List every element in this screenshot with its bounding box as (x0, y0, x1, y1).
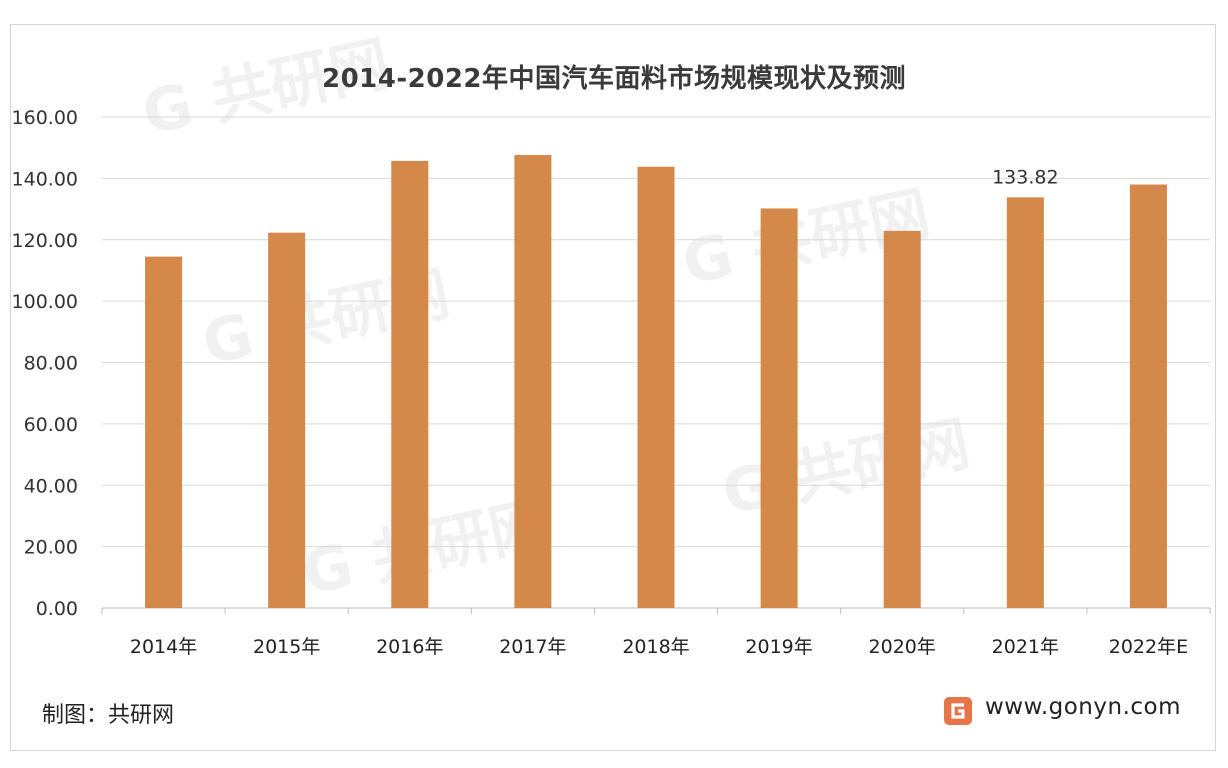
x-tick-label: 2017年 (499, 636, 566, 658)
y-tick-label: 100.00 (12, 291, 78, 313)
data-label: 133.82 (992, 166, 1058, 188)
x-tick-label: 2014年 (130, 636, 197, 658)
x-tick-label: 2021年 (992, 636, 1059, 658)
bar (268, 232, 306, 608)
y-tick-label: 80.00 (24, 353, 78, 375)
x-tick-label: 2015年 (253, 636, 320, 658)
x-tick-label: 2016年 (376, 636, 443, 658)
bar (883, 230, 921, 608)
x-tick-label: 2020年 (869, 636, 936, 658)
bar (1129, 184, 1167, 608)
bar (637, 166, 675, 608)
bar (514, 155, 552, 609)
chart-title: 2014-2022年中国汽车面料市场规模现状及预测 (321, 64, 907, 94)
x-tick-label: 2019年 (745, 636, 812, 658)
y-tick-label: 160.00 (12, 107, 78, 129)
x-tick-label: 2018年 (622, 636, 689, 658)
y-tick-label: 20.00 (24, 537, 78, 559)
bar (391, 160, 429, 608)
source-label: 制图：共研网 (42, 703, 175, 728)
bar (145, 256, 183, 608)
y-tick-label: 0.00 (36, 598, 78, 620)
y-tick-label: 120.00 (12, 230, 78, 252)
site-url[interactable]: www.gonyn.com (985, 694, 1182, 720)
x-tick-label: 2022年E (1109, 636, 1188, 658)
y-tick-label: 40.00 (24, 475, 78, 497)
y-tick-label: 60.00 (24, 414, 78, 436)
bar (760, 208, 798, 609)
y-tick-label: 140.00 (12, 168, 78, 190)
bar (1006, 197, 1044, 608)
gonyn-logo-icon (944, 697, 972, 725)
